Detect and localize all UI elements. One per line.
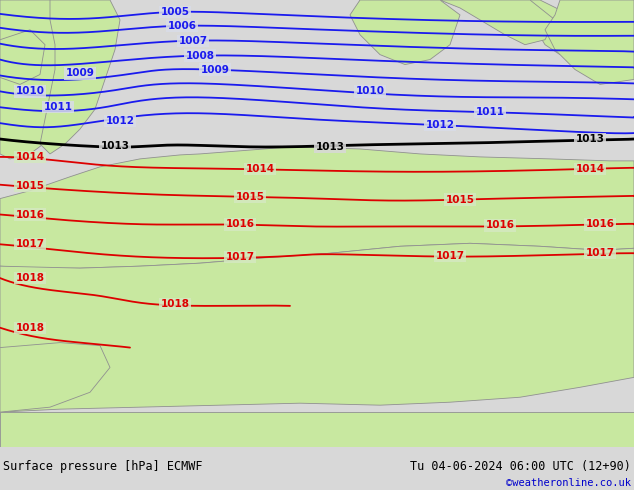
Polygon shape [0,0,90,159]
Polygon shape [480,0,580,54]
Text: 1017: 1017 [226,252,255,262]
Text: 1012: 1012 [425,120,455,130]
Text: 1014: 1014 [576,164,605,174]
Text: 1017: 1017 [436,251,465,261]
Text: Surface pressure [hPa] ECMWF: Surface pressure [hPa] ECMWF [3,460,203,473]
Polygon shape [40,0,120,154]
Text: 1018: 1018 [160,299,190,309]
Text: 1015: 1015 [15,181,44,191]
Text: 1011: 1011 [44,102,72,112]
Text: 1014: 1014 [245,164,275,174]
Polygon shape [355,0,420,54]
Text: 1013: 1013 [316,142,344,152]
Text: 1012: 1012 [105,116,134,126]
Polygon shape [0,343,110,412]
Polygon shape [0,0,55,79]
Text: 1018: 1018 [15,273,44,283]
Polygon shape [350,0,460,65]
Text: 1007: 1007 [178,36,207,46]
Text: 1015: 1015 [235,192,264,201]
Text: 1013: 1013 [576,134,604,144]
Text: 1017: 1017 [15,239,44,249]
Text: 1014: 1014 [15,152,44,162]
Text: 1010: 1010 [356,86,384,97]
Text: 1011: 1011 [476,107,505,117]
Text: 1008: 1008 [186,50,214,61]
Text: Tu 04-06-2024 06:00 UTC (12+90): Tu 04-06-2024 06:00 UTC (12+90) [410,460,631,473]
Text: 1009: 1009 [65,69,94,78]
Polygon shape [545,0,634,84]
Text: 1018: 1018 [15,323,44,333]
Text: 1017: 1017 [585,248,614,258]
Text: 1016: 1016 [586,220,614,229]
Polygon shape [0,147,634,268]
Polygon shape [0,30,45,84]
Text: 1016: 1016 [226,220,254,229]
Text: 1016: 1016 [486,220,515,230]
Text: 1013: 1013 [101,141,129,151]
Text: ©weatheronline.co.uk: ©weatheronline.co.uk [506,478,631,488]
Text: 1009: 1009 [200,65,230,74]
Polygon shape [0,244,634,412]
Polygon shape [440,0,555,45]
Text: 1010: 1010 [15,86,44,97]
Polygon shape [0,412,634,447]
Text: 1015: 1015 [446,195,474,205]
Text: 1005: 1005 [160,7,190,17]
Text: 1006: 1006 [167,21,197,31]
Text: 1016: 1016 [15,210,44,220]
